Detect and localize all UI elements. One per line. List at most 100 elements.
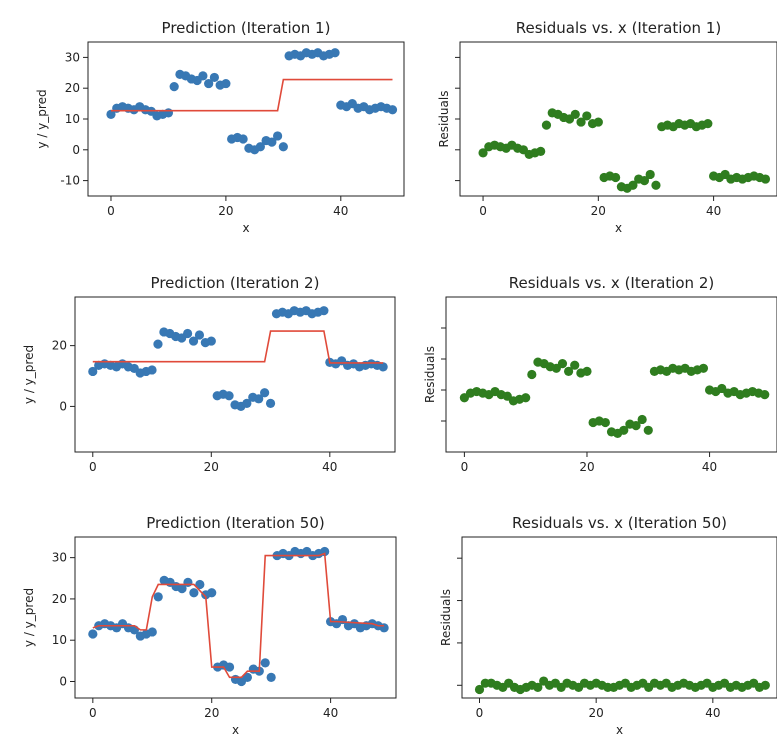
data-point — [242, 672, 252, 682]
data-point — [651, 180, 661, 190]
subplot-title: Residuals vs. x (Iteration 50) — [512, 514, 727, 532]
data-point — [639, 176, 650, 186]
data-point — [255, 142, 265, 152]
x-tick-label: 0 — [461, 460, 469, 474]
x-tick-label: 20 — [591, 204, 606, 218]
data-point — [260, 658, 270, 668]
data-point — [760, 390, 770, 400]
data-point — [563, 366, 574, 376]
data-layer — [478, 108, 771, 193]
data-point — [698, 363, 709, 373]
data-point — [254, 394, 264, 404]
x-tick-label: 40 — [323, 706, 338, 720]
axes-frame — [74, 296, 396, 453]
y-tick-label: 20 — [52, 339, 67, 353]
data-point — [260, 388, 270, 398]
data-point — [153, 592, 163, 602]
data-point — [182, 328, 193, 339]
x-tick-label: 20 — [218, 204, 233, 218]
data-point — [88, 366, 98, 377]
prediction-line — [92, 330, 384, 364]
subplot-2: Residuals vs. x (Iteration 1) 0 20 40 x Resid… — [437, 19, 777, 235]
data-point — [163, 108, 174, 118]
data-point — [188, 336, 199, 346]
data-point — [379, 623, 389, 633]
axes-frame — [461, 536, 777, 699]
data-point — [330, 48, 340, 58]
subplot-6: Residuals vs. x (Iteration 50) 0 20 40 x Resi… — [439, 514, 777, 737]
y-axis-label: y / y_pred — [22, 588, 36, 647]
data-point — [521, 393, 531, 403]
data-point — [195, 579, 205, 590]
data-point — [593, 117, 603, 127]
x-tick-label: 0 — [107, 204, 115, 218]
data-point — [582, 111, 592, 121]
x-tick-label: 20 — [204, 706, 219, 720]
y-axis-label: Residuals — [439, 589, 453, 646]
x-tick-label: 0 — [476, 706, 484, 720]
y-tick-label: 30 — [52, 551, 67, 565]
data-point — [557, 359, 568, 369]
prediction-line — [110, 78, 393, 112]
y-axis-label: y / y_pred — [35, 89, 49, 148]
data-point — [265, 398, 276, 408]
data-point — [570, 360, 580, 370]
x-axis-label: x — [232, 723, 239, 737]
data-point — [760, 680, 770, 690]
data-point — [541, 120, 552, 130]
data-point — [582, 366, 592, 376]
data-point — [224, 391, 234, 401]
subplot-1: Prediction (Iteration 1) 0 20 40 -10 0 10 20 30 x… — [35, 19, 405, 235]
data-layer — [474, 676, 770, 695]
x-tick-label: 40 — [705, 706, 720, 720]
data-point — [224, 662, 235, 672]
data-point — [611, 172, 621, 183]
data-point — [147, 627, 157, 637]
subplot-title: Prediction (Iteration 1) — [162, 19, 331, 37]
data-point — [106, 109, 116, 119]
data-point — [760, 174, 771, 184]
data-point — [221, 78, 231, 89]
axes-frame — [445, 296, 777, 453]
x-tick-label: 20 — [589, 706, 604, 720]
data-point — [474, 684, 485, 695]
data-point — [204, 78, 214, 89]
data-point — [643, 425, 653, 435]
x-tick-label: 0 — [89, 706, 97, 720]
data-point — [273, 131, 283, 141]
data-point — [278, 142, 288, 152]
data-point — [207, 588, 217, 598]
data-layer — [459, 357, 770, 438]
x-axis-label: x — [242, 221, 249, 235]
data-point — [645, 169, 655, 180]
axes-frame — [87, 41, 405, 197]
data-point — [189, 588, 199, 598]
data-point — [527, 369, 537, 380]
x-tick-label: 0 — [479, 204, 487, 218]
data-point — [206, 336, 216, 346]
x-tick-label: 40 — [322, 460, 337, 474]
x-tick-label: 20 — [204, 460, 219, 474]
y-tick-label: 20 — [65, 81, 80, 95]
subplot-5: Prediction (Iteration 50) 0 20 40 0 10 20 30 x y … — [22, 514, 397, 737]
x-tick-label: 20 — [579, 460, 594, 474]
subplot-3: Prediction (Iteration 2) 0 20 40 0 20 y / y_pr… — [22, 274, 396, 474]
data-point — [378, 362, 388, 372]
x-axis-label: x — [615, 221, 622, 235]
data-point — [703, 119, 713, 129]
data-point — [387, 105, 398, 115]
data-point — [266, 672, 276, 682]
data-point — [536, 146, 546, 156]
data-layer — [88, 546, 389, 687]
data-point — [147, 365, 157, 375]
data-point — [533, 682, 543, 693]
data-point — [600, 417, 610, 428]
data-point — [267, 137, 277, 147]
y-tick-label: 0 — [59, 399, 67, 413]
y-tick-label: 0 — [59, 674, 67, 688]
data-point — [242, 398, 252, 408]
y-tick-label: 20 — [52, 592, 67, 606]
x-tick-label: 40 — [333, 204, 348, 218]
x-tick-label: 40 — [702, 460, 717, 474]
